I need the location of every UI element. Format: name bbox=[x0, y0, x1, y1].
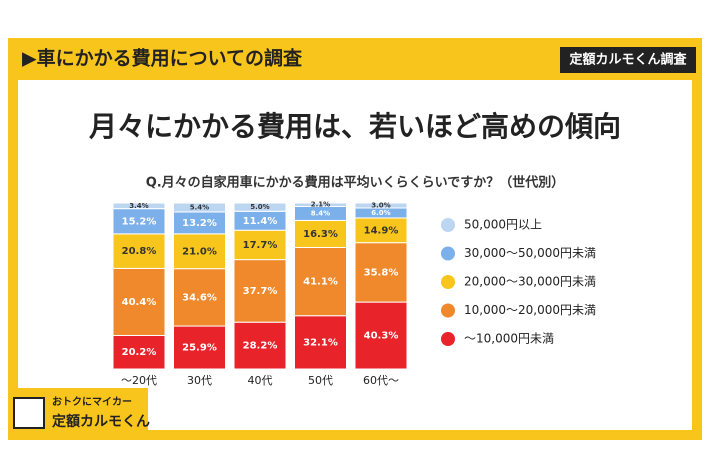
bar-segment bbox=[173, 325, 226, 370]
bar-segment bbox=[233, 202, 287, 212]
bar-segment bbox=[294, 219, 347, 248]
bar-segment bbox=[233, 259, 287, 323]
legend-label: 20,000～30,000円未満 bbox=[464, 275, 596, 289]
data-label: 32.1% bbox=[303, 337, 338, 348]
chart-title: Q.月々の自家用車にかかる費用は平均いくらくらいですか？（世代別） bbox=[146, 175, 565, 191]
data-label: 34.6% bbox=[182, 292, 217, 303]
data-label: 20.8% bbox=[122, 246, 157, 257]
data-label: 37.7% bbox=[243, 286, 278, 297]
x-tick-label: 40代 bbox=[248, 374, 273, 387]
data-label: 6.0% bbox=[371, 209, 390, 217]
bar-segment bbox=[294, 246, 347, 317]
logo-icon bbox=[13, 397, 45, 429]
bar-segment bbox=[173, 268, 226, 327]
badge-bg bbox=[560, 47, 696, 73]
bar-segment bbox=[173, 202, 226, 213]
bar-segment bbox=[112, 233, 166, 269]
data-label: 41.1% bbox=[303, 277, 338, 288]
bar-segment bbox=[294, 315, 347, 370]
data-label: 5.0% bbox=[250, 203, 269, 211]
data-label: 5.4% bbox=[190, 203, 209, 211]
legend-label: 30,000～50,000円未満 bbox=[464, 246, 596, 260]
data-label: 40.3% bbox=[364, 331, 399, 342]
data-label: 21.0% bbox=[182, 246, 217, 257]
legend-label: 10,000～20,000円未満 bbox=[464, 303, 596, 317]
legend-swatch bbox=[441, 246, 455, 261]
data-label: 3.0% bbox=[371, 201, 390, 209]
badge: 定額カルモくん調査 bbox=[568, 52, 687, 68]
data-label: 40.4% bbox=[122, 297, 157, 308]
data-label: 15.2% bbox=[122, 216, 157, 227]
data-label: 17.7% bbox=[243, 240, 278, 251]
legend-label: ～10,000円未満 bbox=[464, 332, 554, 346]
bar-segment bbox=[354, 217, 408, 244]
legend-swatch bbox=[441, 275, 455, 289]
data-label: 16.3% bbox=[303, 229, 338, 240]
legend-swatch bbox=[441, 218, 455, 232]
data-label: 25.9% bbox=[182, 343, 217, 354]
data-label: 2.1% bbox=[311, 201, 330, 209]
data-label: 35.8% bbox=[364, 267, 399, 278]
x-tick-label: 30代 bbox=[187, 374, 212, 387]
data-label: 28.2% bbox=[243, 341, 278, 352]
legend-swatch bbox=[441, 303, 455, 318]
bar-segment bbox=[112, 202, 166, 210]
data-label: 14.9% bbox=[364, 225, 399, 236]
x-tick-label: 60代～ bbox=[363, 374, 399, 387]
logo-name: 定額カルモくん bbox=[52, 413, 150, 430]
bar-segment bbox=[112, 208, 166, 235]
logo-tagline: おトクにマイカー bbox=[52, 396, 132, 408]
data-label: 11.4% bbox=[243, 216, 278, 227]
bar-segment bbox=[233, 229, 287, 261]
bar-segment bbox=[294, 202, 347, 207]
chart: 20.2% 40.4% 20.8% 15.2% 3.4% ～20代 25.9% 34.6% 21… bbox=[112, 201, 596, 387]
legend-swatch bbox=[441, 332, 455, 346]
data-label: 20.2% bbox=[122, 347, 157, 358]
header-title: ▶車にかかる費用についての調査 bbox=[22, 47, 303, 70]
data-label: 3.4% bbox=[129, 202, 148, 210]
headline: 月々にかかる費用は、若いほど高めの傾向 bbox=[88, 110, 621, 143]
data-label: 8.4% bbox=[311, 209, 330, 217]
legend-label: 50,000円以上 bbox=[464, 218, 542, 232]
x-tick-label: ～20代 bbox=[121, 374, 157, 387]
x-tick-label: 50代 bbox=[308, 374, 333, 387]
data-label: 13.2% bbox=[182, 218, 217, 229]
bar-segment bbox=[354, 202, 408, 209]
